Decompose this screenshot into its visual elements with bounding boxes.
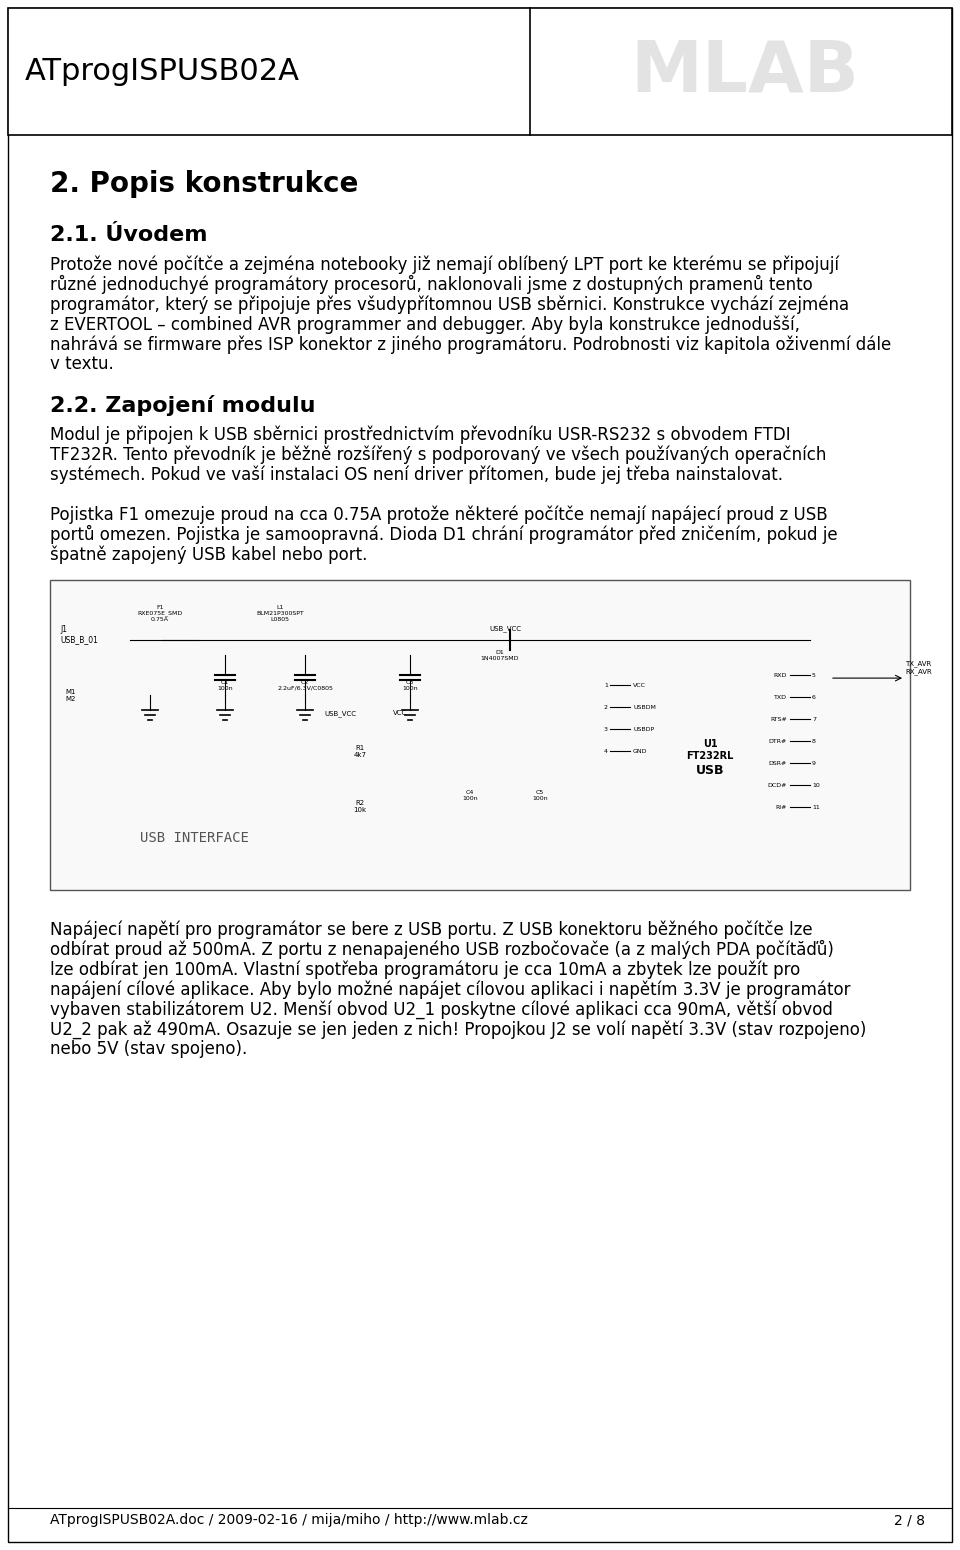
Text: Pojistka F1 omezuje proud na cca 0.75A protože některé počítče nemají napájecí p: Pojistka F1 omezuje proud na cca 0.75A p… [50,505,828,524]
Text: 2: 2 [604,705,608,710]
Text: 10: 10 [812,783,820,787]
Bar [162,632,198,648]
Text: U2_2 pak až 490mA. Osazuje se jen jeden z nich! Propojkou J2 se volí napětí 3.3V: U2_2 pak až 490mA. Osazuje se jen jeden … [50,1020,866,1038]
Text: RTS#: RTS# [770,716,787,722]
Text: napájení cílové aplikace. Aby bylo možné napájet cílovou aplikaci i napětím 3.3V: napájení cílové aplikace. Aby bylo možné… [50,980,851,998]
Text: programátor, který se připojuje přes všudypřítomnou USB sběrnici. Konstrukce vyc: programátor, který se připojuje přes všu… [50,294,850,313]
Text: 11: 11 [812,804,820,809]
Text: RXD: RXD [774,673,787,677]
Text: R2
10k: R2 10k [353,800,367,814]
Bar [60,656,105,735]
Text: 5: 5 [812,673,816,677]
Text: C2
2.2uF/6.3V/C0805: C2 2.2uF/6.3V/C0805 [277,680,333,691]
Text: 9: 9 [812,761,816,766]
Text: 2 / 8: 2 / 8 [895,1513,925,1527]
Text: M1
M2: M1 M2 [65,688,76,702]
Text: Napájecí napětí pro programátor se bere z USB portu. Z USB konektoru běžného poč: Napájecí napětí pro programátor se bere … [50,921,812,939]
Text: špatně zapojený USB kabel nebo port.: špatně zapojený USB kabel nebo port. [50,546,368,564]
Text: 8: 8 [812,739,816,744]
Bar [50,580,910,890]
Text: USB: USB [696,764,724,777]
Text: Protože nové počítče a zejména notebooky již nemají oblíbený LPT port ke kterému: Protože nové počítče a zejména notebooky… [50,256,839,274]
Text: 2.2. Zapojení modulu: 2.2. Zapojení modulu [50,395,316,415]
Text: 1: 1 [604,682,608,688]
Text: D1
1N4007SMD: D1 1N4007SMD [481,649,519,660]
Text: 6: 6 [812,694,816,699]
Bar [8,8,952,135]
Text: VCC: VCC [393,710,407,716]
Text: L1
BLM21P300SPT
L0805: L1 BLM21P300SPT L0805 [256,606,304,622]
Text: TXD: TXD [774,694,787,699]
Text: systémech. Pokud ve vaší instalaci OS není driver přítomen, bude jej třeba nains: systémech. Pokud ve vaší instalaci OS ne… [50,465,783,484]
Text: USB INTERFACE: USB INTERFACE [140,831,249,845]
Text: portů omezen. Pojistka je samoopravná. Dioda D1 chrání programátor před zničení: portů omezen. Pojistka je samoopravná. … [50,525,838,544]
Text: VCC: VCC [633,682,646,688]
Text: TF232R. Tento převodník je běžně rozšířený s podporovaný ve všech používaných op: TF232R. Tento převodník je běžně rozšíře… [50,445,827,463]
Text: v textu.: v textu. [50,355,113,374]
Text: ATprogISPUSB02A: ATprogISPUSB02A [25,57,300,87]
Text: ATprogISPUSB02A.doc / 2009-02-16 / mija/miho / http://www.mlab.cz: ATprogISPUSB02A.doc / 2009-02-16 / mija/… [50,1513,528,1527]
Text: 2.1. Úvodem: 2.1. Úvodem [50,225,207,245]
Text: USB_VCC: USB_VCC [324,710,356,716]
Text: GND: GND [633,749,647,753]
Text: USBDP: USBDP [633,727,654,732]
Text: 4: 4 [604,749,608,753]
Text: F1
RXE075E_SMD
0.75A: F1 RXE075E_SMD 0.75A [137,604,182,622]
Text: odbírat proud až 500mA. Z portu z nenapajeného USB rozbočovače (a z malých PDA : odbírat proud až 500mA. Z portu z nenapa… [50,941,834,959]
Text: 7: 7 [812,716,816,722]
Text: C4
100n: C4 100n [462,790,478,801]
Text: lze odbírat jen 100mA. Vlastní spotřeba programátoru je cca 10mA a zbytek lze po: lze odbírat jen 100mA. Vlastní spotřeba … [50,959,801,978]
Text: vybaven stabilizátorem U2. Menší obvod U2_1 poskytne cílové aplikaci cca 90mA, v: vybaven stabilizátorem U2. Menší obvod U… [50,1000,833,1018]
Text: DCD#: DCD# [768,783,787,787]
Text: DSR#: DSR# [769,761,787,766]
Text: různé jednoduchyé programátory procesorů, naklonovali jsme z dostupných pramenů : různé jednoduchyé programátory procesorů… [50,274,813,294]
Text: 2. Popis konstrukce: 2. Popis konstrukce [50,170,358,198]
Text: Modul je připojen k USB sběrnici prostřednictvím převodníku USR-RS232 s obvodem : Modul je připojen k USB sběrnici prostře… [50,425,791,443]
Text: DTR#: DTR# [769,739,787,744]
Text: USBDM: USBDM [633,705,656,710]
Text: R1
4k7: R1 4k7 [353,746,367,758]
Text: C1
100n: C1 100n [217,680,233,691]
Text: RI#: RI# [776,804,787,809]
Text: 3: 3 [604,727,608,732]
Text: USB_VCC: USB_VCC [489,625,521,632]
Text: nahrává se firmware přes ISP konektor z jiného programátoru. Podrobnosti viz kap: nahrává se firmware přes ISP konektor z … [50,335,891,353]
Text: nebo 5V (stav spojeno).: nebo 5V (stav spojeno). [50,1040,248,1059]
Text: J1
USB_B_01: J1 USB_B_01 [60,625,98,645]
Polygon shape [490,632,510,645]
Bar [630,660,790,860]
Text: C5
100n: C5 100n [532,790,548,801]
Text: z EVERTOOL – combined AVR programmer and debugger. Aby byla konstrukce jednodušš: z EVERTOOL – combined AVR programmer and… [50,315,800,333]
Text: U1
FT232RL: U1 FT232RL [686,739,733,761]
Text: TX_AVR
RX_AVR: TX_AVR RX_AVR [905,660,932,676]
Text: C3
100n: C3 100n [402,680,418,691]
Text: MLAB: MLAB [631,37,859,105]
